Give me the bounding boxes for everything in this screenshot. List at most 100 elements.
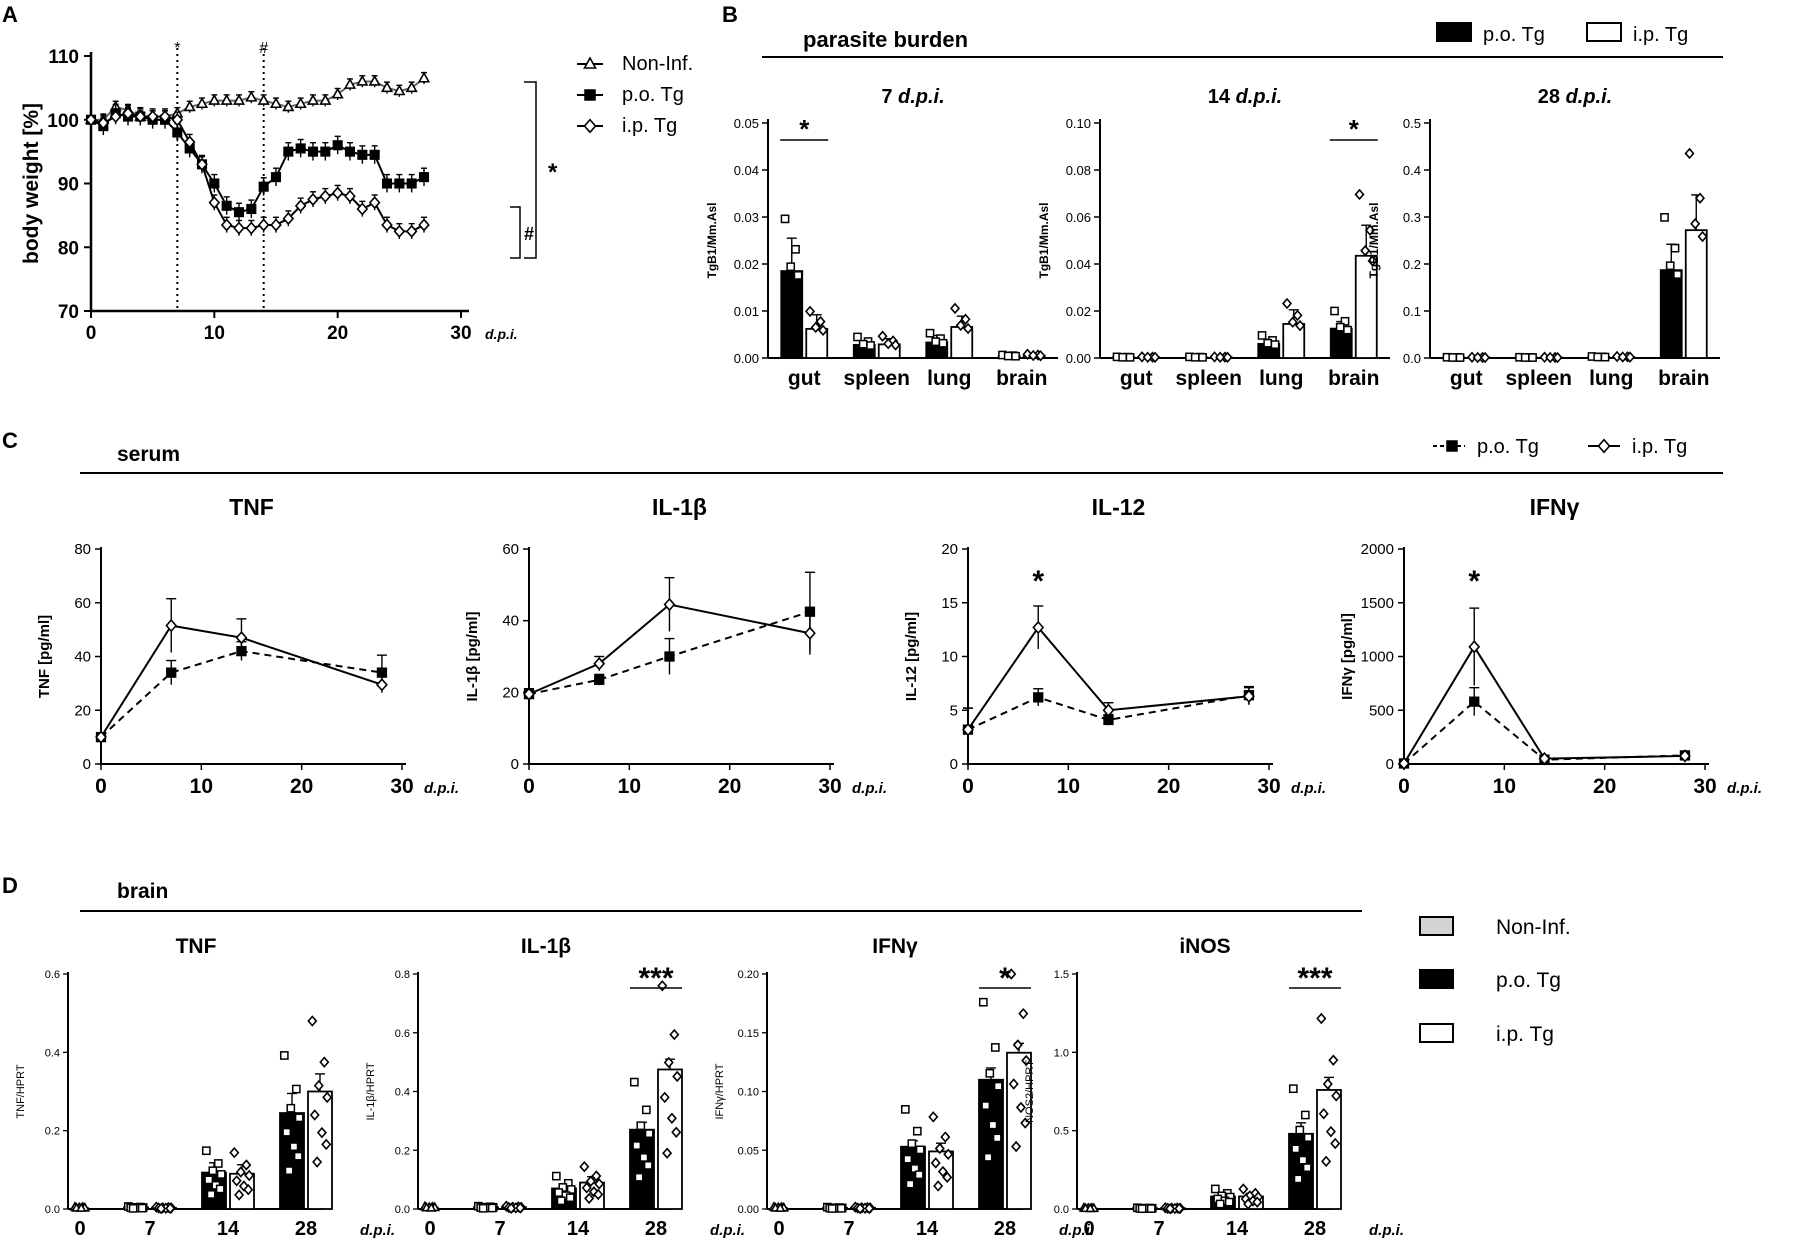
data-point: [95, 730, 107, 744]
y-axis-title: TgB1/Mm.Asl: [705, 202, 719, 278]
data-point: [579, 1160, 590, 1173]
data-point: [556, 1196, 566, 1206]
data-point: [1340, 316, 1350, 326]
x-tick-label: 30: [450, 323, 471, 344]
significance-bracket: [524, 81, 537, 259]
x-tick-label: 30: [818, 775, 841, 798]
data-point: [319, 1056, 330, 1068]
data-point: [294, 199, 307, 213]
data-point: [1660, 213, 1669, 222]
data-point: [1263, 338, 1273, 348]
data-point: [1084, 1202, 1096, 1213]
data-point: [566, 1185, 576, 1194]
legend-label: i.p. Tg: [622, 115, 677, 137]
data-point: [257, 93, 270, 105]
data-point: [1270, 340, 1280, 349]
data-point: [925, 328, 935, 338]
data-point: [666, 1112, 677, 1125]
panel-b-parasite-burden: parasite burden p.o. Tg i.p. Tg 7 d.p.i. 0.0…: [705, 22, 1723, 390]
x-axis-title: d.p.i.: [1059, 1222, 1094, 1239]
data-point: [233, 207, 245, 218]
y-tick-label: 0.3: [1403, 210, 1421, 225]
data-point: [171, 113, 184, 127]
y-tick-label: 80: [58, 238, 79, 259]
data-point: [332, 140, 343, 151]
data-point: [220, 93, 233, 105]
data-point: [883, 337, 894, 350]
data-point: [357, 149, 368, 160]
subplot-title: IL-1β: [652, 494, 707, 520]
x-tick-label: gut: [788, 367, 821, 390]
x-tick-label: 14: [916, 1218, 939, 1240]
series-line: [100, 650, 383, 738]
subplot-title: IFNγ: [872, 935, 918, 958]
data-point: [1343, 325, 1352, 335]
data-point: [1300, 1110, 1310, 1120]
data-point: [1335, 322, 1345, 332]
data-point: [990, 1043, 1000, 1052]
data-point: [231, 1175, 242, 1187]
y-tick-label: 0.8: [395, 969, 410, 981]
data-point: [356, 74, 369, 86]
y-axis-title: TgB1/Mm.Asl: [1367, 202, 1381, 278]
x-tick-label: 0: [424, 1218, 435, 1240]
y-tick-label: 40: [74, 649, 91, 666]
data-point: [376, 678, 388, 692]
y-tick-label: 2000: [1361, 541, 1394, 558]
y-tick-label: 5: [950, 702, 958, 719]
data-point: [204, 1175, 214, 1185]
data-point: [858, 339, 868, 349]
series-line: [90, 112, 425, 233]
data-point: [780, 214, 790, 224]
data-point: [912, 1126, 922, 1136]
data-point: [903, 1154, 913, 1164]
y-tick-label: 0.04: [1066, 257, 1091, 272]
data-point: [853, 332, 862, 342]
data-point: [1011, 1140, 1022, 1153]
data-point: [166, 667, 177, 678]
data-point: [369, 149, 380, 160]
data-point: [1032, 620, 1045, 635]
data-point: [836, 1204, 846, 1213]
y-tick-label: 0.6: [45, 969, 60, 981]
data-point: [425, 1202, 437, 1212]
x-tick-label: 10: [204, 323, 225, 344]
y-tick-label: 0.0: [1054, 1204, 1069, 1216]
data-point: [322, 1091, 333, 1104]
data-point: [1292, 309, 1303, 322]
data-point: [1198, 352, 1207, 362]
legend-label: i.p. Tg: [1632, 436, 1687, 458]
data-point: [245, 90, 258, 102]
y-tick-label: 0: [511, 756, 519, 773]
data-point: [1520, 353, 1530, 362]
data-point: [320, 146, 331, 157]
data-point: [376, 667, 388, 678]
data-point: [931, 337, 941, 347]
data-point: [206, 1190, 216, 1199]
series-line: [90, 112, 425, 214]
data-point: [1697, 230, 1708, 243]
data-point: [663, 597, 676, 612]
x-tick-label: gut: [1120, 367, 1153, 390]
data-point: [629, 1077, 639, 1087]
data-point: [1174, 1202, 1185, 1215]
data-point: [1468, 640, 1481, 654]
data-point: [1480, 351, 1491, 364]
data-point: [584, 1192, 595, 1205]
data-point: [1018, 1007, 1029, 1020]
y-tick-label: 0.2: [1403, 257, 1421, 272]
y-tick-label: 1.0: [1054, 1047, 1069, 1059]
y-axis-title: TgB1/Mm.Asl: [1037, 202, 1051, 278]
data-point: [172, 127, 183, 138]
data-point: [900, 1105, 910, 1114]
y-tick-label: 15: [941, 595, 958, 612]
x-tick-label: brain: [1328, 367, 1379, 390]
panel-d-brain-cytokines: brain Non-Inf. p.o. Tg i.p. Tg TNF 0.0 0.2 0.4 0…: [15, 880, 1571, 1240]
x-tick-label: 0: [95, 775, 107, 798]
y-axis-title: IFNγ [pg/ml]: [1339, 613, 1356, 700]
data-point: [232, 93, 246, 105]
x-tick-label: gut: [1450, 367, 1483, 390]
data-point: [235, 630, 248, 645]
data-point: [279, 1051, 289, 1060]
